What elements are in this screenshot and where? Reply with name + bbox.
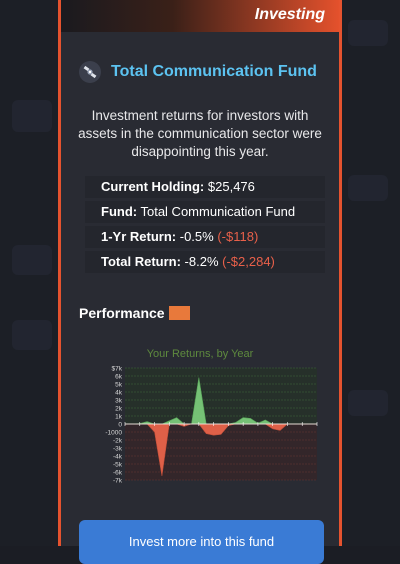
performance-label: Performance	[79, 305, 165, 321]
background-item	[12, 320, 52, 350]
header-bar: Investing	[61, 0, 339, 32]
investment-card: Investing Total Communication Fund Inves…	[58, 0, 342, 564]
y-tick-label: 3k	[115, 398, 123, 405]
fund-description: Investment returns for investors with as…	[78, 108, 322, 159]
fund-row: Fund: Total Communication Fund	[85, 201, 325, 223]
y-tick-label: -4k	[113, 454, 123, 461]
satellite-icon	[79, 61, 101, 83]
invest-more-button[interactable]: Invest more into this fund	[79, 520, 324, 564]
y-tick-label: $7k	[112, 366, 123, 373]
one-year-return-pct: -0.5%	[179, 229, 214, 244]
total-return-amount: (-$2,284)	[222, 254, 275, 269]
chart-title: Your Returns, by Year	[146, 348, 254, 360]
one-year-return-amount: (-$118)	[217, 229, 259, 244]
info-table: Current Holding: $25,476 Fund: Total Com…	[85, 176, 325, 276]
background-item	[348, 175, 388, 201]
one-year-return-label: 1-Yr Return:	[101, 229, 177, 244]
current-holding-label: Current Holding:	[101, 179, 205, 194]
one-year-return-row: 1-Yr Return: -0.5% (-$118)	[85, 226, 325, 248]
total-return-pct: -8.2%	[184, 254, 219, 269]
fund-value: Total Communication Fund	[140, 204, 296, 219]
chart-positive-region	[125, 368, 317, 424]
current-holding-value: $25,476	[207, 179, 255, 194]
fund-label: Fund:	[101, 204, 138, 219]
background-item	[12, 245, 52, 275]
y-tick-label: -3k	[113, 446, 123, 453]
total-return-label: Total Return:	[101, 254, 181, 269]
header-title: Investing	[254, 6, 325, 23]
y-tick-label: 1k	[115, 414, 123, 421]
background-item	[12, 100, 52, 132]
performance-toggle[interactable]	[169, 306, 190, 320]
background-right	[338, 0, 400, 546]
total-return-row: Total Return: -8.2% (-$2,284)	[85, 251, 325, 273]
y-tick-label: -1000	[105, 430, 122, 437]
y-tick-label: 5k	[115, 382, 123, 389]
y-tick-label: -5k	[113, 462, 123, 469]
fund-header: Total Communication Fund	[79, 61, 317, 83]
current-holding-row: Current Holding: $25,476	[85, 176, 325, 198]
y-tick-label: -2k	[113, 438, 123, 445]
background-item	[348, 20, 388, 46]
y-tick-label: 6k	[115, 374, 123, 381]
fund-title: Total Communication Fund	[111, 63, 317, 80]
background-item	[348, 390, 388, 416]
y-tick-label: -7k	[113, 478, 123, 485]
y-tick-label: 0	[118, 422, 122, 429]
y-tick-label: 2k	[115, 406, 123, 413]
y-tick-label: 4k	[115, 390, 123, 397]
y-tick-label: -6k	[113, 470, 123, 477]
